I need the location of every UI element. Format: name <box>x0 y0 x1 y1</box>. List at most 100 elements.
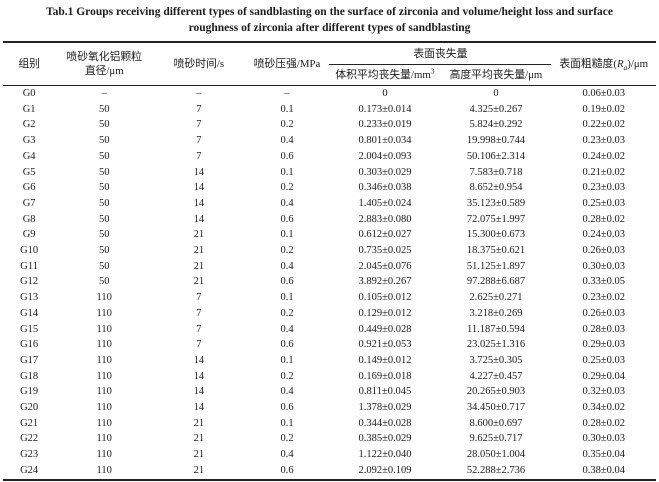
cell-volume_loss: 0.129±0.012 <box>358 307 412 319</box>
table-body: G0 – – – 0 0 0.06±0.03 G1 50 7 0.1 0.173±0.014 4.325… <box>3 86 656 480</box>
table-row: G16 110 7 0.6 0.921±0.053 23.025±1.316 0.29±0.… <box>3 337 656 353</box>
cell-roughness: 0.34±0.02 <box>582 402 625 414</box>
cell-diameter: 110 <box>96 386 112 398</box>
cell-height_loss: 20.265±0.903 <box>466 386 526 398</box>
col-header-particle-line1: 喷砂氧化铝颗粒 <box>66 51 142 63</box>
cell-height_loss: 8.600±0.697 <box>469 417 523 429</box>
surface-loss-group-label: 表面丧失量 <box>413 47 468 60</box>
cell-volume_loss: 0.385±0.029 <box>358 433 412 445</box>
cell-height_loss: 34.450±0.717 <box>466 402 526 414</box>
cell-height_loss: 9.625±0.717 <box>469 433 523 445</box>
cell-time: 7 <box>196 307 202 319</box>
cell-pressure: 0.2 <box>280 245 294 257</box>
table-row: G15 110 7 0.4 0.449±0.028 11.187±0.594 0.28±0.… <box>3 322 656 338</box>
cell-group: G3 <box>22 135 36 147</box>
col-header-surface-loss-group: 表面丧失量 <box>329 42 552 65</box>
cell-volume_loss: 3.892±0.267 <box>358 276 412 288</box>
cell-roughness: 0.38±0.04 <box>582 464 625 476</box>
cell-pressure: 0.2 <box>280 307 294 319</box>
cell-roughness: 0.26±0.03 <box>582 307 625 319</box>
cell-time: 7 <box>196 119 202 131</box>
cell-time: 14 <box>193 386 205 398</box>
cell-volume_loss: 0.233±0.019 <box>358 119 412 131</box>
cell-group: G7 <box>22 197 36 209</box>
cell-volume_loss: 0.344±0.028 <box>358 417 412 429</box>
roughness-symbol: R <box>616 58 624 70</box>
cell-time: 21 <box>193 433 205 445</box>
cell-time: 21 <box>193 229 205 241</box>
cell-height_loss: 3.725±0.305 <box>469 354 523 366</box>
cell-diameter: 50 <box>98 245 110 257</box>
cell-height_loss: 3.218±0.269 <box>469 307 523 319</box>
cell-group: G4 <box>22 150 36 162</box>
cell-diameter: 110 <box>96 417 112 429</box>
cell-time: 21 <box>193 464 205 476</box>
table-row: G11 50 21 0.4 2.045±0.076 51.125±1.897 0.30±0.… <box>3 259 656 275</box>
cell-diameter: 50 <box>98 197 110 209</box>
cell-pressure: – <box>284 88 290 99</box>
cell-roughness: 0.21±0.02 <box>582 166 625 178</box>
cell-diameter: 110 <box>96 339 112 351</box>
cell-time: 14 <box>193 402 205 414</box>
cell-roughness: 0.29±0.04 <box>582 370 625 382</box>
table-row: G23 110 21 0.4 1.122±0.040 28.050±1.004 0.35±0… <box>3 447 656 463</box>
table-header: 组别 喷砂氧化铝颗粒 直径/μm 喷砂时间/s 喷砂压强/MPa 表面丧失量 表… <box>3 42 656 86</box>
table-row: G22 110 21 0.2 0.385±0.029 9.625±0.717 0.30±0.… <box>3 431 656 447</box>
table-row: G24 110 21 0.6 2.092±0.109 52.288±2.736 0.38±0… <box>3 463 656 480</box>
cell-volume_loss: 0.921±0.053 <box>358 339 412 351</box>
table-row: G21 110 21 0.1 0.344±0.028 8.600±0.697 0.28±0.… <box>3 416 656 432</box>
cell-roughness: 0.06±0.03 <box>582 88 625 99</box>
cell-time: 7 <box>196 150 202 162</box>
cell-group: G23 <box>20 449 39 461</box>
cell-height_loss: 5.824±0.292 <box>469 119 523 131</box>
cell-group: G24 <box>20 464 39 476</box>
cell-volume_loss: 0.612±0.027 <box>358 229 412 241</box>
cell-pressure: 0.4 <box>280 135 294 147</box>
cell-pressure: 0.6 <box>280 339 294 351</box>
table-row: G12 50 21 0.6 3.892±0.267 97.288±6.687 0.33±0.… <box>3 274 656 290</box>
cell-diameter: 50 <box>98 260 110 272</box>
table-row: G3 50 7 0.4 0.801±0.034 19.998±0.744 0.23±0.03 <box>3 133 656 149</box>
cell-pressure: 0.2 <box>280 119 294 131</box>
cell-height_loss: 7.583±0.718 <box>469 166 523 178</box>
col-header-pressure: 喷砂压强/MPa <box>253 58 321 70</box>
caption-line-2: roughness of zirconia after different ty… <box>188 22 471 34</box>
cell-group: G8 <box>22 213 36 225</box>
roughness-suffix: )/μm <box>627 58 649 70</box>
cell-pressure: 0.6 <box>280 150 294 162</box>
cell-volume_loss: 0.346±0.038 <box>358 182 412 194</box>
cell-time: – <box>196 88 202 99</box>
col-header-group: 组别 <box>18 58 40 70</box>
cell-roughness: 0.19±0.02 <box>582 103 625 115</box>
cell-time: 21 <box>193 449 205 461</box>
cell-group: G19 <box>20 386 39 398</box>
table-row: G4 50 7 0.6 2.004±0.093 50.106±2.314 0.24±0.02 <box>3 149 656 165</box>
cell-pressure: 0.1 <box>280 292 294 304</box>
cell-volume_loss: 0.801±0.034 <box>358 135 412 147</box>
cell-diameter: 50 <box>98 150 110 162</box>
table-row: G18 110 14 0.2 0.169±0.018 4.227±0.457 0.29±0.… <box>3 369 656 385</box>
cell-height_loss: 23.025±1.316 <box>466 339 526 351</box>
table-row: G7 50 14 0.4 1.405±0.024 35.123±0.589 0.25±0.0… <box>3 196 656 212</box>
cell-pressure: 0.1 <box>280 103 294 115</box>
cell-diameter: 110 <box>96 464 112 476</box>
cell-group: G10 <box>20 245 39 257</box>
cell-height_loss: 2.625±0.271 <box>469 292 523 304</box>
cell-time: 7 <box>196 103 202 115</box>
col-header-volume-loss: 体积平均丧失量/mm3 <box>329 65 440 86</box>
cell-roughness: 0.28±0.03 <box>582 323 625 335</box>
table-row: G20 110 14 0.6 1.378±0.029 34.450±0.717 0.34±0… <box>3 400 656 416</box>
cell-group: G11 <box>20 260 38 272</box>
cell-pressure: 0.4 <box>280 197 294 209</box>
table-row: G17 110 14 0.1 0.149±0.012 3.725±0.305 0.25±0.… <box>3 353 656 369</box>
cell-diameter: 50 <box>98 103 110 115</box>
cell-diameter: 50 <box>98 182 110 194</box>
cell-pressure: 0.4 <box>280 449 294 461</box>
cell-height_loss: 97.288±6.687 <box>466 276 526 288</box>
cell-diameter: 110 <box>96 433 112 445</box>
cell-roughness: 0.32±0.03 <box>582 386 625 398</box>
cell-height_loss: 4.227±0.457 <box>469 370 523 382</box>
cell-group: G1 <box>22 103 36 115</box>
cell-height_loss: 28.050±1.004 <box>466 449 526 461</box>
